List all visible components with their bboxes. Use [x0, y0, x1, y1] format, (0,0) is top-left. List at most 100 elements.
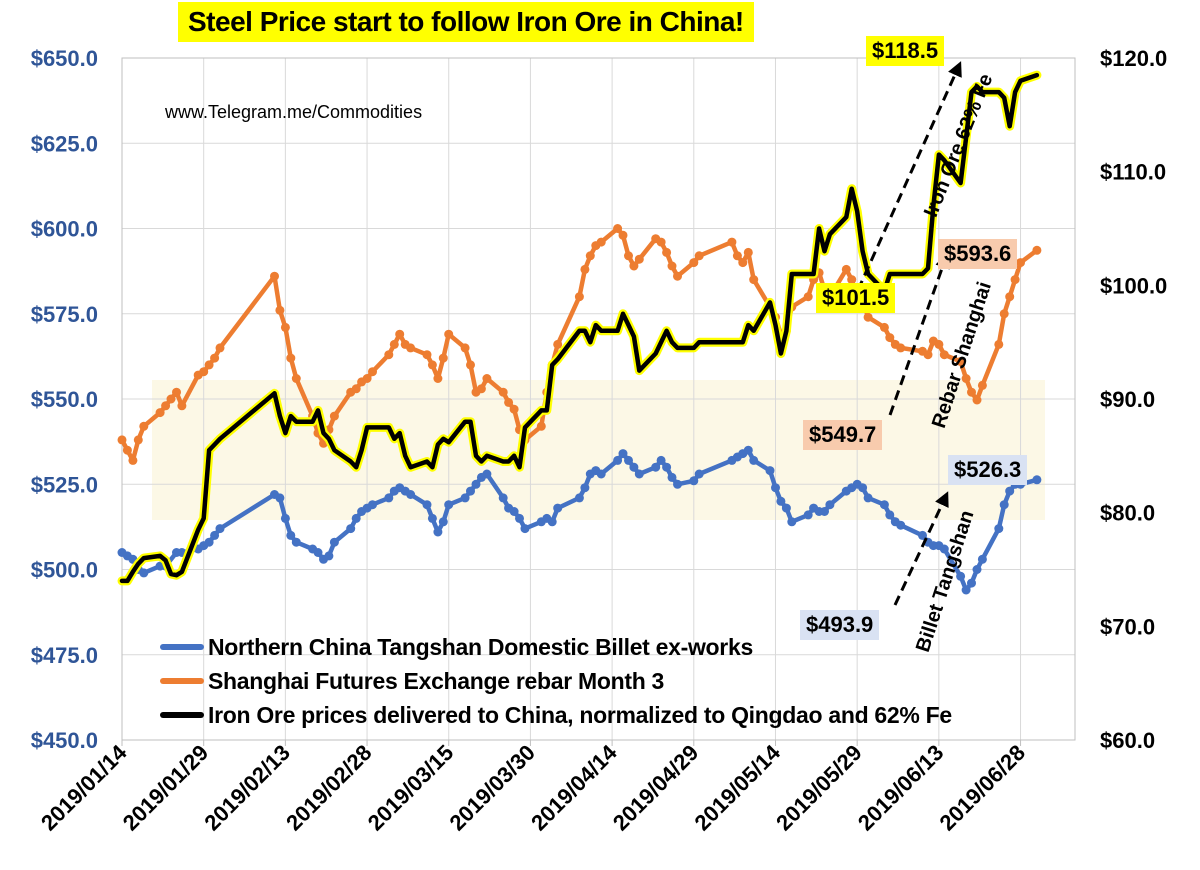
data-point — [879, 500, 889, 510]
data-point — [656, 237, 666, 247]
data-point — [166, 394, 176, 404]
legend-item-rebar: Shanghai Futures Exchange rebar Month 3 — [160, 664, 952, 698]
data-point — [634, 254, 644, 264]
data-point — [199, 367, 209, 377]
y-right-tick-label: $90.0 — [1100, 387, 1155, 412]
data-point — [624, 455, 633, 465]
data-point — [438, 353, 448, 363]
data-point — [471, 479, 481, 489]
y-left-tick-label: $525.0 — [31, 472, 98, 497]
data-point — [776, 496, 786, 506]
data-point — [961, 585, 971, 595]
data-point — [444, 329, 454, 339]
data-point — [433, 374, 443, 383]
data-point — [291, 374, 301, 383]
data-point — [161, 401, 171, 411]
data-point — [422, 500, 432, 510]
data-point — [280, 322, 290, 332]
data-point — [994, 339, 1004, 349]
data-point — [977, 554, 987, 564]
data-point — [395, 329, 405, 339]
data-point — [215, 524, 225, 534]
data-point — [656, 455, 666, 465]
data-point — [482, 374, 492, 383]
data-point — [444, 500, 454, 510]
data-point — [177, 401, 187, 411]
data-point — [749, 275, 759, 285]
x-tick-label: 2019/01/29 — [118, 740, 214, 836]
data-point — [128, 455, 138, 465]
data-point — [509, 404, 519, 414]
data-point — [580, 483, 590, 493]
data-point — [858, 483, 868, 493]
data-point — [634, 469, 644, 479]
data-point — [351, 384, 361, 394]
data-point — [286, 530, 296, 540]
data-point — [460, 343, 470, 353]
data-point — [596, 469, 606, 479]
data-point — [536, 421, 546, 431]
data-point — [765, 466, 775, 476]
data-point — [291, 537, 301, 547]
data-point — [351, 513, 361, 523]
data-point — [787, 517, 797, 527]
data-point — [918, 530, 927, 540]
data-point — [667, 261, 677, 271]
x-tick-label: 2019/04/29 — [608, 740, 704, 836]
y-left-tick-label: $550.0 — [31, 387, 98, 412]
data-point — [885, 333, 895, 343]
trend-arrow-iron-ore — [856, 61, 962, 291]
data-point — [139, 421, 149, 431]
data-point — [204, 360, 214, 370]
y-left-tick-label: $625.0 — [31, 131, 98, 156]
data-point — [585, 251, 595, 261]
data-point — [994, 524, 1004, 534]
data-point — [427, 360, 437, 370]
data-point — [329, 537, 339, 547]
data-point — [155, 408, 165, 418]
data-point — [847, 275, 857, 285]
data-point — [574, 292, 584, 302]
data-point — [771, 483, 780, 493]
data-point — [743, 445, 753, 455]
callout-billet-low: $493.9 — [800, 610, 880, 640]
data-point — [629, 261, 639, 271]
callout-rebar-high: $593.6 — [938, 239, 1018, 269]
legend-label-rebar: Shanghai Futures Exchange rebar Month 3 — [208, 667, 665, 694]
data-point — [673, 271, 682, 281]
data-point — [1005, 486, 1015, 496]
callout-iron-low: $101.5 — [816, 283, 896, 313]
chart-title: Steel Price start to follow Iron Ore in … — [178, 2, 754, 42]
data-point — [596, 237, 606, 247]
x-tick-label: 2019/06/13 — [853, 740, 949, 836]
data-point — [427, 513, 437, 523]
data-point — [280, 513, 290, 523]
legend-swatch-iron-ore — [160, 712, 204, 718]
y-left-tick-label: $650.0 — [31, 46, 98, 71]
data-point — [689, 258, 699, 268]
data-point — [384, 493, 394, 503]
data-point — [438, 517, 448, 527]
x-tick-label: 2019/04/14 — [526, 739, 622, 835]
data-point — [275, 305, 285, 315]
data-point — [999, 309, 1009, 319]
series-line-iron-ore — [119, 72, 1040, 584]
data-point — [466, 360, 475, 370]
legend: Northern China Tangshan Domestic Billet … — [160, 630, 952, 732]
data-point — [738, 258, 748, 268]
data-point — [204, 537, 214, 547]
data-point — [422, 350, 432, 360]
data-point — [939, 544, 949, 554]
legend-swatch-rebar — [160, 678, 204, 684]
data-point — [689, 476, 699, 486]
data-point — [956, 357, 966, 366]
legend-swatch-billet — [160, 644, 204, 650]
data-point — [651, 462, 661, 472]
data-point — [553, 503, 563, 513]
data-point — [939, 350, 949, 360]
data-point — [934, 339, 944, 349]
legend-label-iron-ore: Iron Ore prices delivered to China, norm… — [208, 701, 952, 728]
data-point — [727, 237, 737, 247]
x-tick-label: 2019/05/14 — [689, 739, 785, 835]
data-point — [406, 343, 416, 353]
